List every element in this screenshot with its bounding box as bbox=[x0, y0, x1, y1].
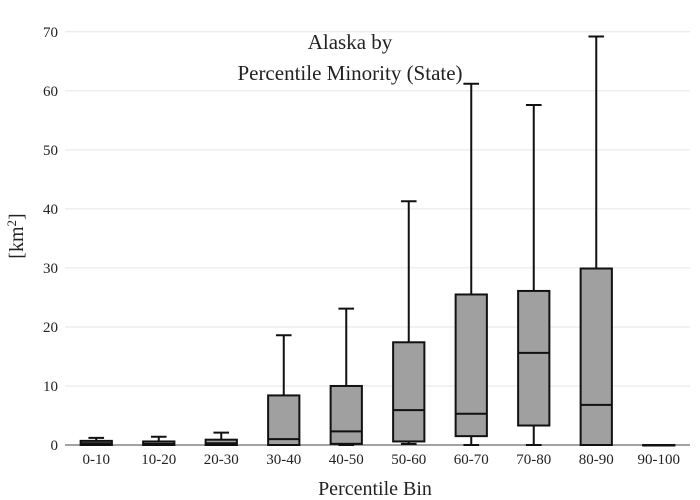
box-plot-item bbox=[267, 334, 301, 446]
box-plot-item bbox=[142, 435, 176, 447]
y-tick-label: 0 bbox=[51, 438, 59, 454]
labels: Alaska by Percentile Minority (State) Pe… bbox=[4, 25, 680, 500]
box-plot-item bbox=[517, 104, 551, 446]
box-plot-item bbox=[329, 307, 363, 446]
boxes bbox=[79, 35, 676, 447]
y-tick-label: 50 bbox=[43, 143, 58, 159]
y-tick-label: 60 bbox=[43, 84, 58, 100]
x-axis-title: Percentile Bin bbox=[318, 478, 432, 500]
x-tick-label: 60-70 bbox=[454, 452, 489, 468]
iqr-box bbox=[392, 341, 426, 443]
box-plot-item bbox=[454, 82, 488, 446]
y-axis-title-main: [km bbox=[6, 226, 28, 259]
y-tick-label: 30 bbox=[43, 261, 58, 277]
iqr-box bbox=[517, 289, 551, 427]
x-tick-label: 80-90 bbox=[579, 452, 614, 468]
x-tick-label: 40-50 bbox=[329, 452, 364, 468]
x-tick-label: 0-10 bbox=[83, 452, 111, 468]
y-axis-title-close: ] bbox=[6, 213, 28, 220]
y-tick-label: 20 bbox=[43, 320, 58, 336]
x-tick-label: 50-60 bbox=[391, 452, 426, 468]
iqr-box bbox=[267, 394, 301, 446]
y-axis-title: [km2] bbox=[4, 213, 28, 258]
x-tick-label: 90-100 bbox=[638, 452, 681, 468]
y-tick-label: 40 bbox=[43, 202, 58, 218]
box-plot-item bbox=[392, 200, 426, 445]
x-tick-label: 70-80 bbox=[516, 452, 551, 468]
iqr-box bbox=[579, 267, 613, 447]
iqr-box bbox=[329, 384, 363, 445]
x-tick-label: 20-30 bbox=[204, 452, 239, 468]
box-plot-item bbox=[79, 436, 113, 446]
x-tick-label: 30-40 bbox=[266, 452, 301, 468]
y-tick-label: 10 bbox=[43, 379, 58, 395]
iqr-box bbox=[454, 293, 488, 438]
chart-title-line-2: Percentile Minority (State) bbox=[237, 61, 462, 85]
x-tick-label: 10-20 bbox=[141, 452, 176, 468]
chart-title-line-1: Alaska by bbox=[308, 30, 393, 54]
gridlines bbox=[65, 31, 690, 387]
box-plot-item bbox=[579, 35, 613, 447]
box-plot-item bbox=[642, 444, 676, 447]
y-tick-label: 70 bbox=[43, 25, 58, 41]
y-axis-title-superscript: 2 bbox=[4, 220, 19, 227]
box-plot-item bbox=[204, 431, 238, 446]
